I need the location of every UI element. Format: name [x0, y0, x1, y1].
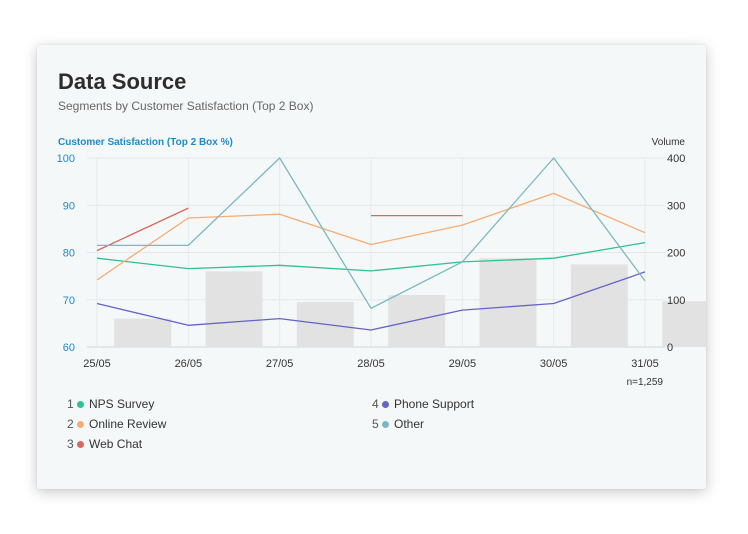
- series-line-nps-survey: [96, 241, 646, 272]
- y-right-axis-title: Volume: [652, 137, 686, 148]
- x-tick-label: 25/05: [83, 358, 111, 370]
- legend-color-dot-icon: [77, 400, 84, 408]
- x-tick-label: 29/05: [449, 358, 477, 370]
- chart-card: Data Source Segments by Customer Satisfa…: [37, 45, 706, 489]
- volume-bar: [388, 295, 446, 347]
- x-tick-label: 28/05: [357, 358, 385, 370]
- legend-item[interactable]: 2 Online Review: [67, 417, 166, 431]
- y-right-tick-label: 400: [667, 153, 685, 165]
- chart-subtitle: Segments by Customer Satisfaction (Top 2…: [58, 99, 314, 113]
- legend-index: 1: [67, 397, 74, 411]
- legend-label: Web Chat: [89, 437, 143, 451]
- series-line-web-chat: [96, 207, 189, 252]
- volume-bar: [205, 271, 263, 347]
- x-tick-label: 26/05: [175, 358, 203, 370]
- legend-item[interactable]: 1 NPS Survey: [67, 397, 154, 411]
- axis-ticks: 100 400 90 300 80 200 70 100 60 0 25/05 26/05 27/05 2…: [57, 153, 686, 370]
- y-right-tick-label: 300: [667, 200, 685, 212]
- y-left-tick-label: 70: [63, 295, 75, 307]
- y-left-tick-label: 60: [63, 342, 75, 354]
- y-left-tick-label: 100: [57, 153, 75, 165]
- grid-lines: [87, 157, 665, 348]
- legend-label: NPS Survey: [89, 397, 155, 411]
- legend-color-dot-icon: [382, 400, 389, 408]
- series-line-online-review: [96, 192, 646, 281]
- legend-color-dot-icon: [77, 420, 84, 428]
- volume-bar: [570, 264, 628, 347]
- legend-color-dot-icon: [77, 440, 84, 448]
- legend-index: 4: [372, 397, 379, 411]
- legend-label: Phone Support: [394, 397, 475, 411]
- legend-color-dot-icon: [382, 420, 389, 428]
- legend-index: 3: [67, 437, 74, 451]
- legend-item[interactable]: 5 Other: [372, 417, 424, 431]
- y-right-tick-label: 200: [667, 248, 685, 260]
- series-line-other: [97, 157, 646, 309]
- legend-index: 2: [67, 417, 74, 431]
- line-chart: Customer Satisfaction (Top 2 Box %) Volu…: [57, 137, 706, 388]
- y-right-tick-label: 0: [667, 342, 673, 354]
- y-left-tick-label: 80: [63, 248, 75, 260]
- legend-item[interactable]: 3 Web Chat: [67, 437, 142, 451]
- volume-bar: [662, 301, 706, 347]
- y-right-tick-label: 100: [667, 295, 685, 307]
- x-tick-label: 31/05: [631, 358, 659, 370]
- legend-label: Other: [394, 417, 425, 431]
- volume-bars: [114, 258, 706, 347]
- volume-bar: [114, 318, 172, 347]
- x-tick-label: 27/05: [266, 358, 294, 370]
- series-lines: [96, 157, 646, 331]
- sample-size-note: n=1,259: [627, 377, 664, 388]
- y-left-axis-title: Customer Satisfaction (Top 2 Box %): [58, 137, 233, 148]
- legend-index: 5: [372, 417, 379, 431]
- legend-item[interactable]: 4 Phone Support: [372, 397, 474, 411]
- series-line-phone-support: [96, 271, 646, 331]
- y-left-tick-label: 90: [63, 200, 75, 212]
- x-tick-label: 30/05: [540, 358, 568, 370]
- chart-title: Data Source: [58, 69, 187, 94]
- volume-bar: [479, 258, 537, 347]
- legend-label: Online Review: [89, 417, 167, 431]
